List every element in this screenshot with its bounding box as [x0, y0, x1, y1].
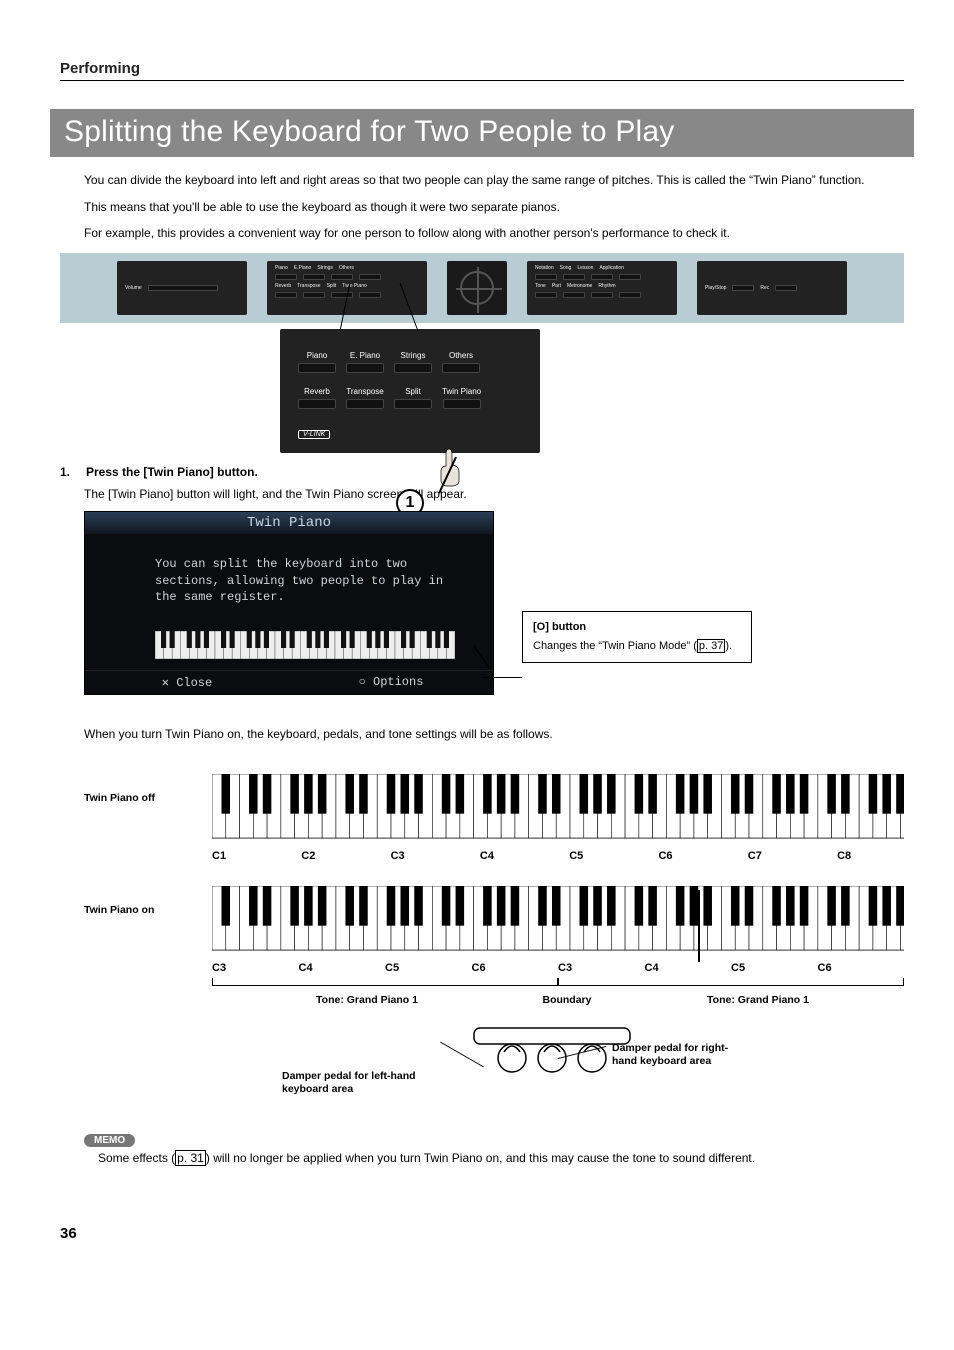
btn-label: Transpose	[346, 387, 384, 396]
instrument-panel-strip: Volume PianoE.PianoStringsOthers ReverbT…	[60, 253, 904, 323]
pedal-left-label: Damper pedal for left-hand keyboard area	[282, 1070, 422, 1096]
panel-closeup: Piano E. Piano Strings Others Reverb Tra…	[280, 329, 540, 453]
btn-label: Split	[405, 387, 421, 396]
twin-piano-on-label: Twin Piano on	[84, 886, 194, 916]
btn-label: Piano	[307, 351, 327, 360]
btn-label: Strings	[401, 351, 426, 360]
intro-text-1: You can divide the keyboard into left an…	[84, 171, 904, 190]
o-callout-header: [O] button	[533, 620, 741, 635]
o-button-callout: [O] button Changes the “Twin Piano Mode”…	[522, 611, 752, 663]
bracket-row	[212, 978, 904, 988]
screen-line: the same register.	[155, 589, 465, 605]
pedals-icon	[472, 1026, 632, 1076]
boundary-label: Boundary	[522, 994, 612, 1006]
intro-text-2: This means that you'll be able to use th…	[84, 198, 904, 217]
tone-right: Tone: Grand Piano 1	[612, 994, 904, 1006]
button-row-2: Reverb Transpose Split Twin Piano	[298, 387, 522, 409]
twin-piano-screen: Twin Piano You can split the keyboard in…	[84, 511, 494, 695]
page-number: 36	[60, 1225, 904, 1242]
memo-badge: MEMO	[84, 1134, 135, 1147]
keyboard-on-diagram	[212, 886, 904, 954]
follow-text: When you turn Twin Piano on, the keyboar…	[84, 725, 904, 744]
btn-label: Reverb	[304, 387, 330, 396]
screen-options: ○ Options	[289, 671, 493, 694]
intro-text-3: For example, this provides a convenient …	[84, 224, 904, 243]
btn-label: Twin Piano	[442, 387, 481, 396]
btn-label: Others	[449, 351, 473, 360]
step-subtext: The [Twin Piano] button will light, and …	[84, 485, 904, 504]
screen-close: ✕ Close	[85, 671, 289, 694]
section-rule	[60, 80, 904, 81]
mini-keyboard-icon	[155, 631, 455, 659]
page-title: Splitting the Keyboard for Two People to…	[50, 109, 914, 157]
pedal-diagram: Damper pedal for left-hand keyboard area…	[212, 1026, 904, 1106]
o-callout-text: Changes the “Twin Piano Mode” (	[533, 640, 697, 652]
octave-labels-off: C1C2C3C4C5C6C7C8	[212, 850, 904, 862]
zoom-lines	[340, 283, 420, 331]
button-row-1: Piano E. Piano Strings Others	[298, 351, 522, 373]
step-number: 1.	[60, 465, 72, 479]
o-callout-leader	[482, 677, 522, 678]
twin-piano-off-label: Twin Piano off	[84, 774, 194, 804]
screen-title: Twin Piano	[85, 512, 493, 534]
octave-labels-on: C3C4C5C6C3C4C5C6	[212, 962, 904, 974]
page-ref-link: p. 31	[175, 1150, 206, 1166]
keyboard-off-diagram	[212, 774, 904, 842]
pedal-right-label: Damper pedal for right-hand keyboard are…	[612, 1042, 752, 1068]
btn-label: E. Piano	[350, 351, 380, 360]
memo-text: Some effects (p. 31) will no longer be a…	[98, 1151, 904, 1165]
section-label: Performing	[60, 60, 904, 77]
vlink-badge: V-LINK	[298, 430, 330, 439]
tone-row: Tone: Grand Piano 1 Boundary Tone: Grand…	[212, 994, 904, 1006]
o-callout-text: ).	[725, 640, 732, 652]
screen-line: sections, allowing two people to play in	[155, 573, 465, 589]
step-instruction: Press the [Twin Piano] button.	[86, 465, 258, 479]
page-ref-link: p. 37	[697, 639, 725, 653]
tone-left: Tone: Grand Piano 1	[212, 994, 522, 1006]
screen-body: You can split the keyboard into two sect…	[85, 534, 493, 670]
screen-line: You can split the keyboard into two	[155, 556, 465, 572]
